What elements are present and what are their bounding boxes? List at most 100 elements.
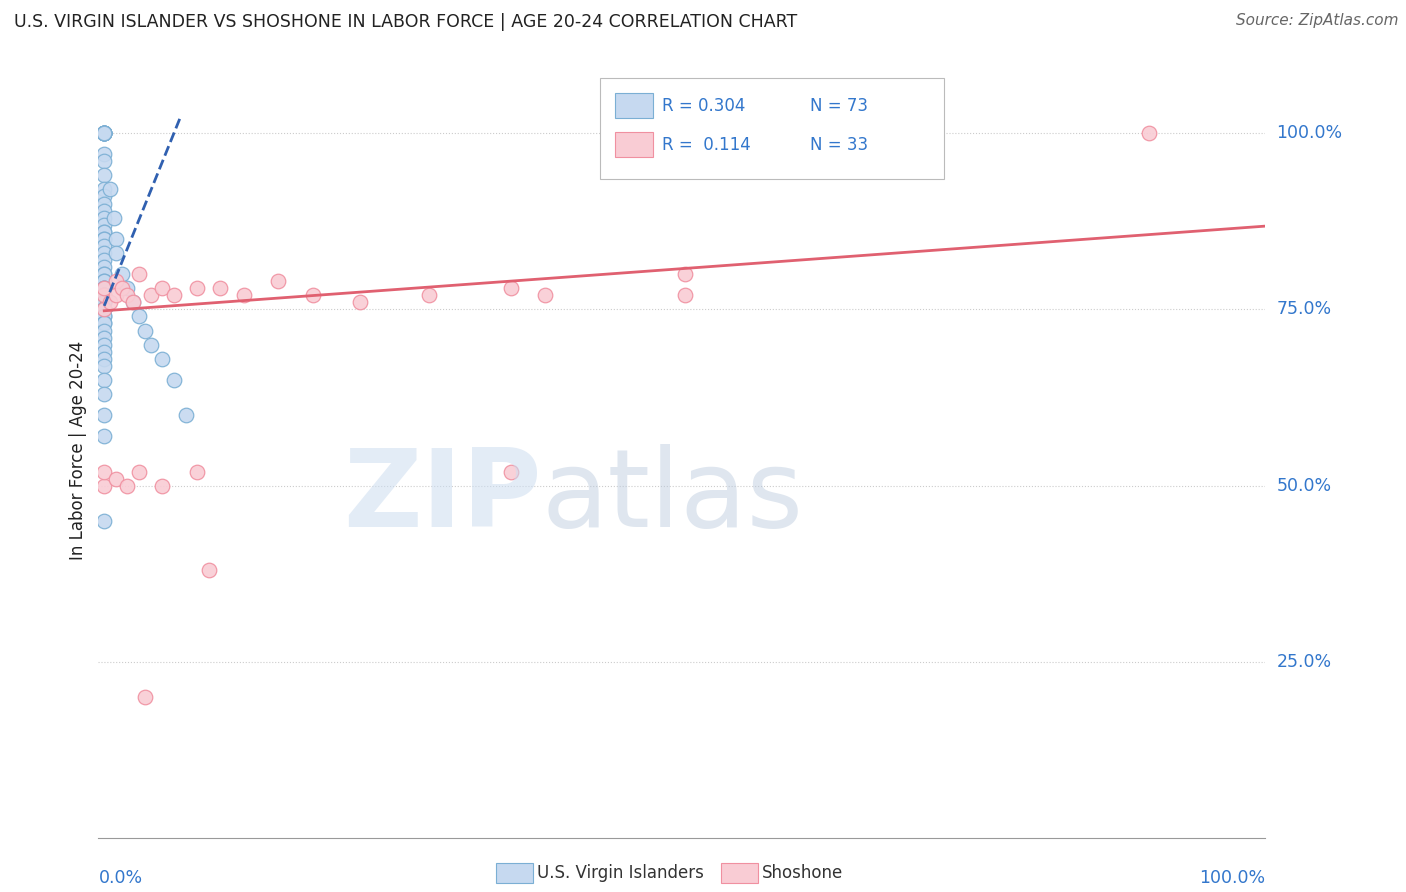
Point [93, 225, 115, 239]
Point [93, 295, 115, 310]
Point [111, 281, 134, 295]
Point [104, 246, 127, 260]
Point [673, 288, 696, 302]
Point [93, 260, 115, 274]
Point [93, 211, 115, 225]
Point [93, 154, 115, 169]
Point [174, 408, 197, 422]
Point [93, 337, 115, 351]
Point [93, 196, 115, 211]
Text: Shoshone: Shoshone [762, 864, 844, 882]
Text: N = 73: N = 73 [810, 97, 869, 115]
Point [93, 302, 115, 317]
Point [93, 344, 115, 359]
Point [93, 373, 115, 387]
Point [93, 295, 115, 310]
Point [93, 514, 115, 528]
Point [93, 267, 115, 281]
Text: U.S. VIRGIN ISLANDER VS SHOSHONE IN LABOR FORCE | AGE 20-24 CORRELATION CHART: U.S. VIRGIN ISLANDER VS SHOSHONE IN LABO… [14, 13, 797, 31]
Point [128, 465, 150, 479]
Point [150, 281, 173, 295]
Point [93, 147, 115, 161]
Point [93, 465, 115, 479]
Point [93, 317, 115, 331]
Point [117, 281, 139, 295]
Text: Source: ZipAtlas.com: Source: ZipAtlas.com [1236, 13, 1399, 29]
Point [93, 288, 115, 302]
Point [93, 281, 115, 295]
Point [163, 373, 186, 387]
Point [93, 218, 115, 232]
Point [93, 281, 115, 295]
Point [93, 126, 115, 140]
FancyBboxPatch shape [616, 132, 652, 157]
Point [93, 310, 115, 324]
Point [209, 281, 232, 295]
Point [93, 302, 115, 317]
Text: 25.0%: 25.0% [1277, 653, 1331, 671]
Point [232, 288, 254, 302]
Point [93, 281, 115, 295]
FancyBboxPatch shape [616, 94, 652, 119]
Point [93, 126, 115, 140]
Point [673, 267, 696, 281]
FancyBboxPatch shape [600, 78, 945, 178]
Point [117, 479, 139, 493]
Point [98, 182, 121, 196]
Point [93, 225, 115, 239]
Point [139, 288, 162, 302]
Point [93, 281, 115, 295]
Text: U.S. Virgin Islanders: U.S. Virgin Islanders [537, 864, 704, 882]
Point [93, 479, 115, 493]
Point [93, 302, 115, 317]
Point [93, 126, 115, 140]
Point [104, 472, 127, 486]
Point [128, 267, 150, 281]
Point [163, 288, 186, 302]
Point [1137, 126, 1160, 140]
Point [93, 288, 115, 302]
Point [418, 288, 440, 302]
Point [93, 126, 115, 140]
Point [104, 288, 127, 302]
Text: 100.0%: 100.0% [1277, 124, 1343, 142]
Text: 100.0%: 100.0% [1199, 869, 1265, 887]
Point [499, 465, 522, 479]
Point [93, 359, 115, 373]
Point [93, 387, 115, 401]
Point [93, 302, 115, 317]
Point [104, 232, 127, 246]
Text: 0.0%: 0.0% [98, 869, 142, 887]
Point [349, 295, 371, 310]
Point [93, 274, 115, 288]
Text: 50.0%: 50.0% [1277, 476, 1331, 495]
Point [139, 337, 162, 351]
Point [93, 126, 115, 140]
Text: atlas: atlas [541, 444, 804, 550]
Point [93, 252, 115, 267]
Point [93, 239, 115, 253]
Point [534, 288, 557, 302]
Point [93, 126, 115, 140]
Point [93, 126, 115, 140]
Point [93, 267, 115, 281]
Point [93, 324, 115, 338]
Point [267, 274, 290, 288]
Point [104, 274, 127, 288]
Point [93, 317, 115, 331]
Y-axis label: In Labor Force | Age 20-24: In Labor Force | Age 20-24 [69, 341, 87, 560]
Point [93, 288, 115, 302]
Point [93, 288, 115, 302]
Text: R =  0.114: R = 0.114 [662, 136, 751, 153]
Point [93, 429, 115, 443]
Point [122, 295, 145, 310]
Text: 75.0%: 75.0% [1277, 301, 1331, 318]
Point [134, 690, 156, 705]
Point [93, 169, 115, 183]
Point [98, 295, 121, 310]
Point [93, 203, 115, 218]
Point [93, 302, 115, 317]
Point [103, 211, 125, 225]
Point [186, 465, 208, 479]
Point [122, 295, 145, 310]
